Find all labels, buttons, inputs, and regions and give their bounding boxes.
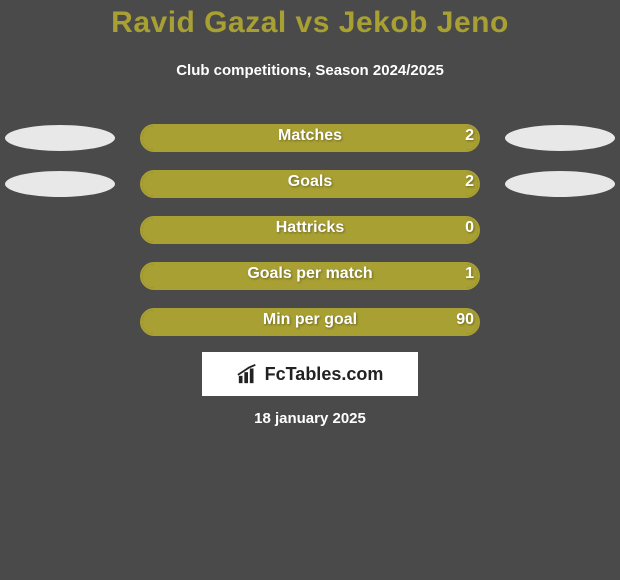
stat-label: Hattricks (140, 219, 480, 237)
player-marker-right (505, 171, 615, 197)
stat-value: 0 (465, 219, 474, 237)
stat-label: Goals per match (140, 265, 480, 283)
fctables-logo: FcTables.com (202, 352, 418, 396)
player-marker-right (505, 125, 615, 151)
stat-value: 90 (456, 311, 474, 329)
date-label: 18 january 2025 (0, 410, 620, 427)
stat-value: 1 (465, 265, 474, 283)
stat-label: Goals (140, 173, 480, 191)
stat-row: Hattricks0 (0, 216, 620, 246)
stat-label: Matches (140, 127, 480, 145)
stat-row: Min per goal90 (0, 308, 620, 338)
player-marker-left (5, 171, 115, 197)
page-title: Ravid Gazal vs Jekob Jeno (0, 6, 620, 40)
stat-row: Goals2 (0, 170, 620, 200)
stat-row: Goals per match1 (0, 262, 620, 292)
logo-text: FcTables.com (265, 364, 384, 385)
subtitle: Club competitions, Season 2024/2025 (0, 62, 620, 79)
stat-label: Min per goal (140, 311, 480, 329)
player-marker-left (5, 125, 115, 151)
stat-row: Matches2 (0, 124, 620, 154)
stat-value: 2 (465, 173, 474, 191)
stat-value: 2 (465, 127, 474, 145)
bar-chart-icon (237, 363, 259, 385)
